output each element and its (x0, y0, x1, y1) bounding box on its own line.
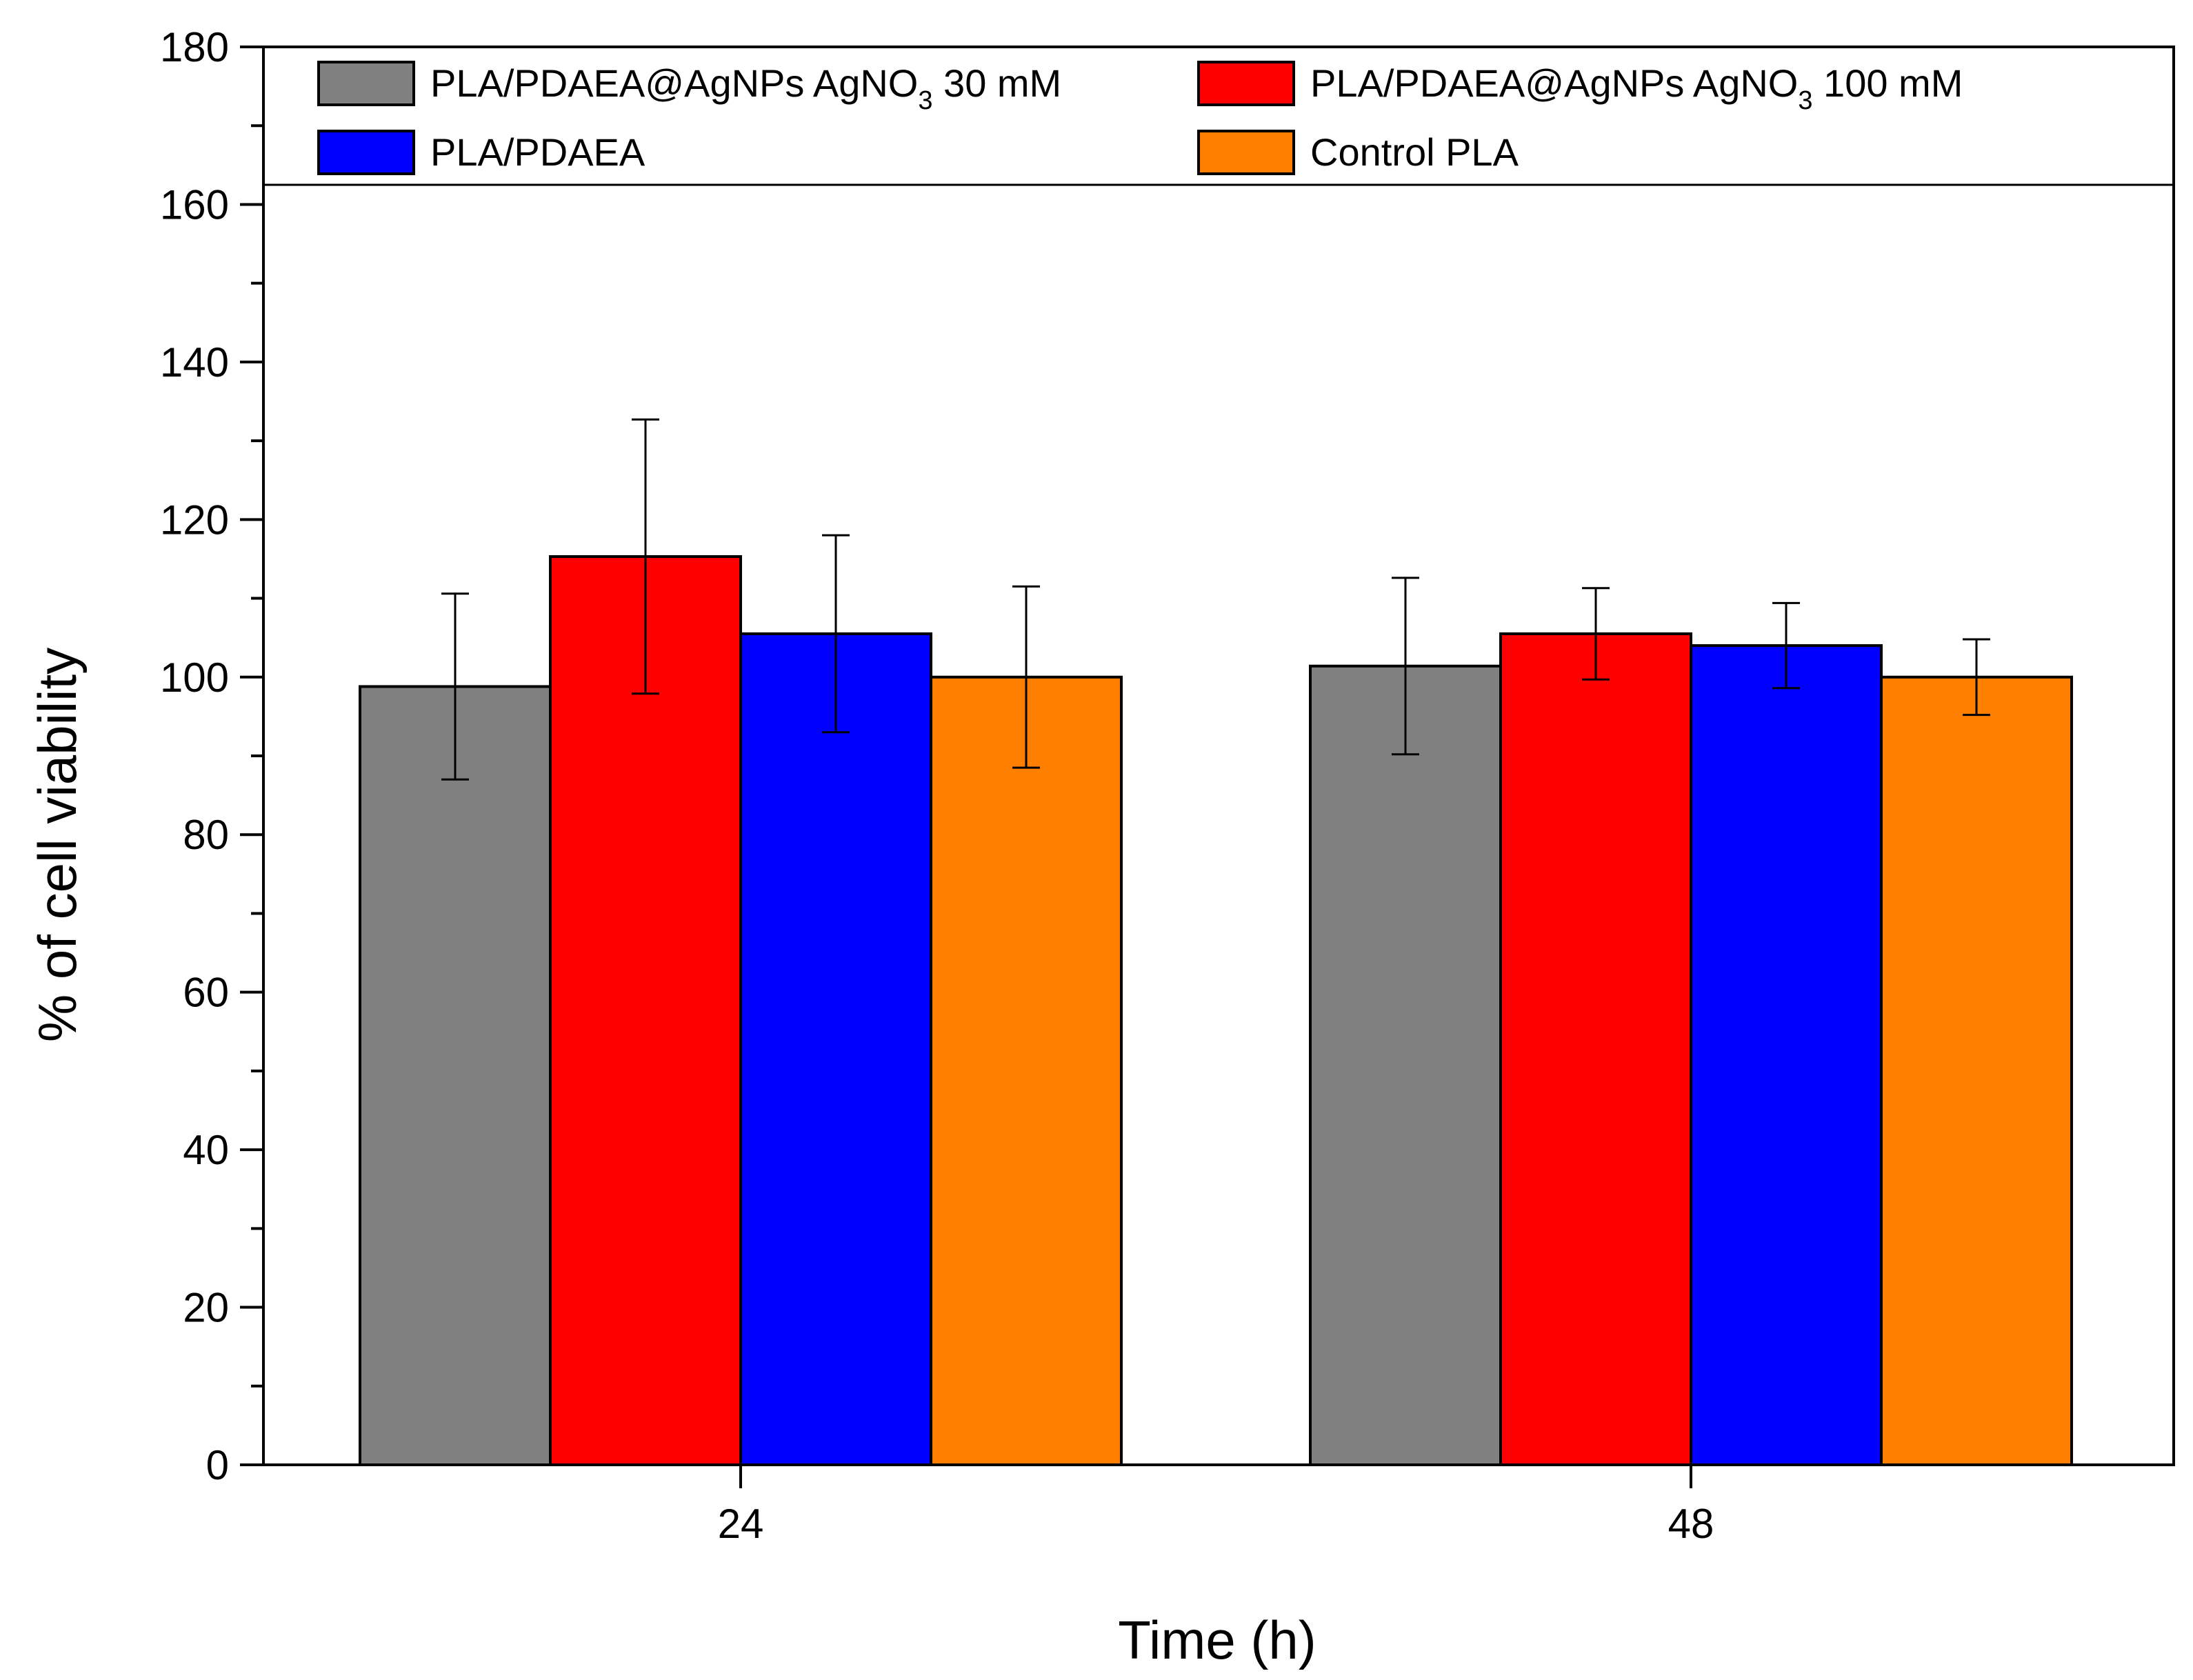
legend-label-3: Control PLA (1310, 130, 1519, 174)
legend-swatch-3 (1197, 130, 1295, 175)
y-tick-label-120: 120 (160, 497, 229, 543)
y-tick-label-40: 40 (183, 1127, 229, 1173)
bar-0-48 (1309, 664, 1502, 1467)
y-tick-label-0: 0 (206, 1442, 229, 1488)
bar-2-48 (1690, 644, 1883, 1466)
y-tick-label-160: 160 (160, 181, 229, 228)
bar-3-24 (930, 675, 1123, 1466)
legend-label-2: PLA/PDAEA (430, 130, 645, 174)
y-tick-label-100: 100 (160, 654, 229, 701)
y-tick-label-20: 20 (183, 1285, 229, 1331)
bars-layer (359, 555, 2073, 1467)
y-tick-label-180: 180 (160, 24, 229, 70)
bar-3-48 (1880, 675, 2073, 1466)
bar-1-24 (549, 555, 742, 1466)
bar-1-48 (1499, 632, 1692, 1466)
legend-swatch-0 (317, 61, 415, 106)
y-tick-label-80: 80 (183, 812, 229, 858)
x-tick-label-24: 24 (718, 1501, 764, 1547)
y-tick-label-140: 140 (160, 339, 229, 386)
axes-layer: 0 20 40 60 80 100 120 140 160 180 24 48 (160, 24, 2175, 1547)
legend-label-0: PLA/PDAEA@AgNPs AgNO3 30 mM (430, 61, 1061, 115)
legend: PLA/PDAEA@AgNPs AgNO3 30 mM PLA/PDAEA@AgN… (263, 61, 2174, 186)
legend-swatch-1 (1197, 61, 1295, 106)
error-bars-layer (441, 418, 1990, 781)
y-tick-label-60: 60 (183, 970, 229, 1016)
y-axis-title: % of cell viability (27, 648, 88, 1042)
bar-0-24 (359, 685, 552, 1466)
legend-swatch-2 (317, 130, 415, 175)
bar-2-24 (739, 632, 932, 1466)
x-tick-label-48: 48 (1668, 1501, 1714, 1547)
x-axis-title: Time (h) (1118, 1610, 1316, 1670)
legend-label-1: PLA/PDAEA@AgNPs AgNO3 100 mM (1310, 61, 1963, 115)
